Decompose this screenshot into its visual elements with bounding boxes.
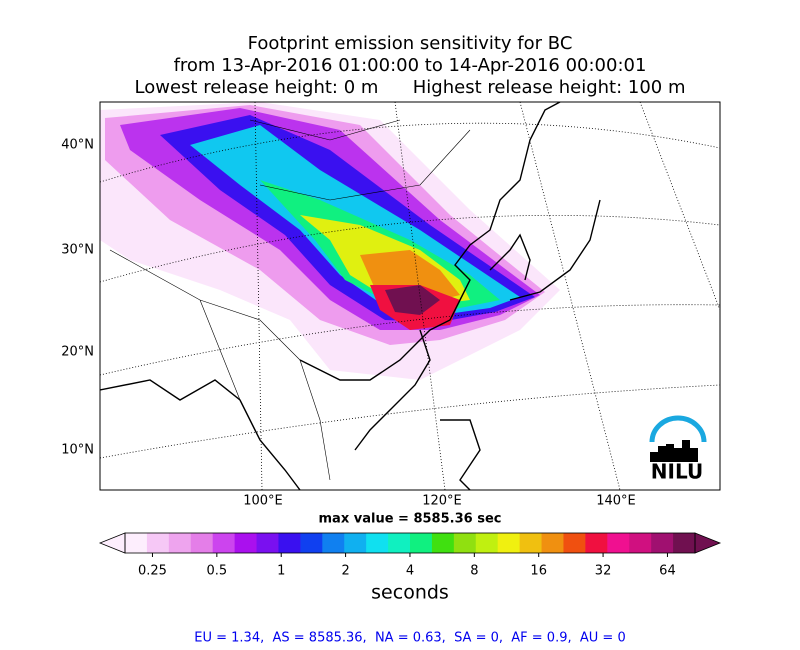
colorbar-segment [146,533,170,553]
colorbar-tick-label: 64 [659,564,676,579]
colorbar-segment [629,533,652,553]
colorbar-segment [475,533,499,553]
max-value: max value = 8585.36 sec [319,512,502,527]
colorbar-segment [607,533,630,553]
colorbar-segment [322,533,345,553]
lon-label: 140°E [596,494,636,509]
borders [109,119,471,481]
colorbar-segment [168,533,192,553]
title: Lowest release height: 0 m Highest relea… [135,77,686,98]
title: Footprint emission sensitivity for BC [248,33,573,54]
colorbar-tick-label: 32 [595,564,612,579]
colorbar-tick-label: 8 [470,564,478,579]
colorbar-extend-high [694,532,722,554]
colorbar-tick-label: 0.25 [138,564,167,579]
colorbar-segment [453,533,477,553]
footer: EU = 1.34, AS = 8585.36, NA = 0.63, SA =… [194,631,625,646]
colorbar-segment [431,533,455,553]
colorbar-segment [366,533,389,553]
lat-label: 40°N [61,138,94,153]
colorbar-segment [563,533,586,553]
colorbar-segment [190,533,214,553]
colorbar-segment [125,533,148,553]
colorbar-extend-low [98,532,126,554]
lat-label: 20°N [61,345,94,360]
map-frame [99,101,721,491]
colorbar-tick-label: 16 [530,564,547,579]
colorbar-tick-label: 2 [341,564,349,579]
lon-label: 100°E [243,494,283,509]
colorbar-segment [410,533,433,553]
colorbar-segment [212,533,236,553]
nilu-logo [649,415,707,462]
colorbar-segment [497,533,521,553]
logo-text: NILU [651,460,703,484]
lat-label: 10°N [61,443,94,458]
colorbar-segment [388,533,411,553]
colorbar-segment [256,533,279,553]
colorbar-segment [344,533,367,553]
colorbar-label: seconds [371,582,449,604]
colorbar-segment [585,533,608,553]
colorbar-tick-label: 1 [277,564,285,579]
colorbar-segment [278,533,301,553]
colorbar-segment [234,533,258,553]
title: from 13-Apr-2016 01:00:00 to 14-Apr-2016… [174,55,647,76]
colorbar-segment [541,533,564,553]
colorbar-segment [519,533,543,553]
graticule [100,102,720,490]
colorbar-segment [673,533,696,553]
lon-label: 120°E [422,494,462,509]
colorbar-tick-label: 0.5 [206,564,227,579]
plume [100,102,560,380]
coastlines [100,102,601,490]
lat-label: 30°N [61,243,94,258]
map [100,102,720,490]
colorbar-segment [651,533,674,553]
colorbar-tick-label: 4 [406,564,414,579]
colorbar-segment [300,533,323,553]
